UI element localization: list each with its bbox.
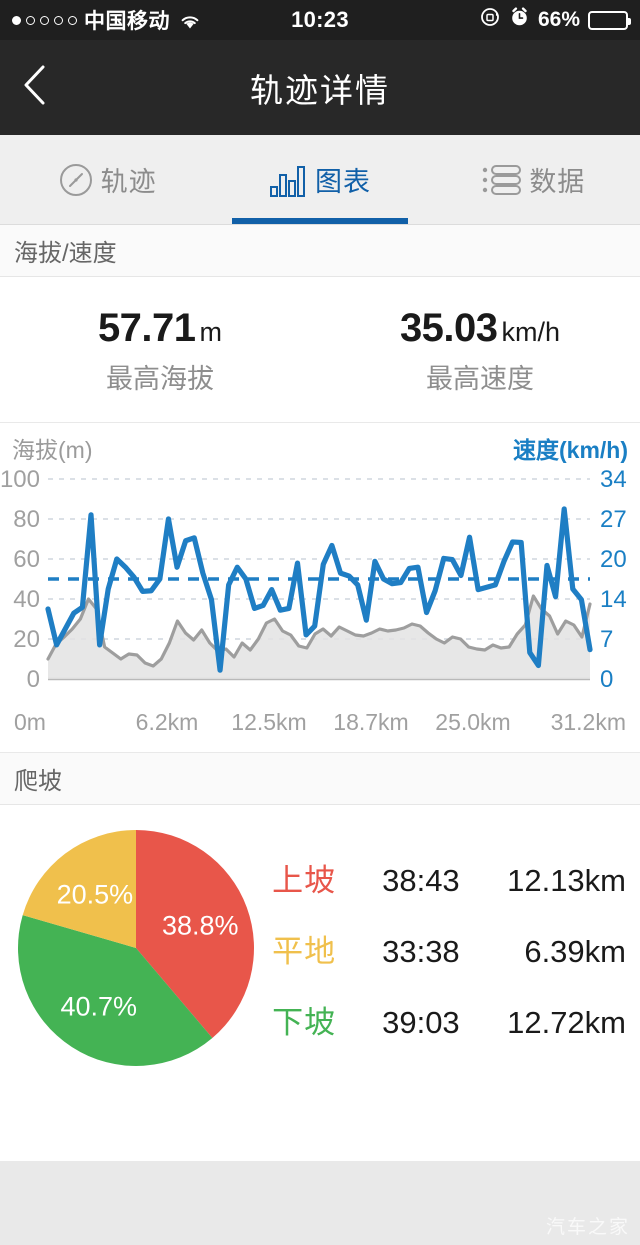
pie-label-下坡: 40.7% <box>61 991 138 1021</box>
carrier-name: 中国移动 <box>84 10 170 33</box>
climb-body: 38.8% 40.7% 20.5% 上坡 38:43 12.13km 平地 33:3… <box>0 805 640 1099</box>
legend-label-downhill: 下坡 <box>272 1004 337 1040</box>
battery-percent: 66% <box>537 8 580 31</box>
summary-stats: 57.71 m 最高海拔 35.03 km/h 最高速度 <box>0 277 640 423</box>
climb-legend: 上坡 38:43 12.13km 平地 33:38 6.39km 下坡 39:0… <box>272 829 640 1068</box>
x-tick-0: 0m <box>14 709 46 735</box>
bottom-bar: 汽车之家 <box>0 1161 640 1245</box>
axis-left-title: 海拔(m) <box>12 437 93 463</box>
x-tick-2: 12.5km <box>231 709 307 735</box>
status-bar-time: 10:23 <box>291 7 349 32</box>
back-button[interactable] <box>0 40 70 135</box>
legend-row-downhill: 下坡 39:03 12.72km <box>272 997 632 1042</box>
tab-track[interactable]: 轨迹 <box>0 135 213 224</box>
stat-max-speed-label: 最高速度 <box>426 364 534 394</box>
status-bar: 中国移动 10:23 66% <box>0 0 640 40</box>
alarm-clock-icon <box>509 6 530 34</box>
legend-time-uphill: 38:43 <box>382 862 460 898</box>
stat-max-altitude-value: 57.71 <box>97 306 196 350</box>
chart-x-axis-labels: 0m 6.2km 12.5km 18.7km 25.0km 31.2km <box>0 707 640 746</box>
axis-right-title: 速度(km/h) <box>513 437 628 463</box>
section-header-climb: 爬坡 <box>0 753 640 805</box>
pie-slice-下坡[interactable] <box>18 915 213 1066</box>
signal-dot-3 <box>40 15 49 25</box>
stat-max-altitude: 57.71 m 最高海拔 <box>0 307 320 396</box>
rotation-lock-icon <box>479 6 501 34</box>
stat-max-altitude-value-row: 57.71 m <box>0 307 320 349</box>
svg-text:40: 40 <box>13 586 40 613</box>
x-tick-5: 31.2km <box>550 709 626 735</box>
tab-active-indicator <box>231 218 408 224</box>
watermark: 汽车之家 <box>545 1217 630 1238</box>
signal-dot-5 <box>68 15 77 25</box>
stat-max-speed-value-row: 35.03 km/h <box>320 307 640 349</box>
tab-data[interactable]: 数据 <box>427 135 640 224</box>
pie-slice-平地[interactable] <box>22 830 137 948</box>
tab-bar: 轨迹 图表 数据 <box>0 135 640 225</box>
legend-label-flat: 平地 <box>272 933 337 969</box>
stat-max-speed: 35.03 km/h 最高速度 <box>320 307 640 396</box>
bar-chart-icon <box>269 163 309 197</box>
battery-icon <box>588 10 631 30</box>
signal-dot-1 <box>12 15 21 25</box>
footer-spacer <box>0 1099 640 1161</box>
svg-text:80: 80 <box>13 506 40 533</box>
status-bar-right: 66% <box>479 6 631 34</box>
list-icon <box>481 163 523 197</box>
svg-text:14: 14 <box>600 586 627 613</box>
svg-text:100: 100 <box>0 467 40 493</box>
stat-max-speed-value: 35.03 <box>399 306 498 350</box>
svg-text:0: 0 <box>600 666 613 693</box>
line-chart[interactable]: 0 0 20 7 40 14 60 20 80 27 100 34 <box>0 467 640 707</box>
section-header-altitude-speed: 海拔/速度 <box>0 225 640 277</box>
chart-axis-titles: 海拔(m) 速度(km/h) <box>0 431 640 467</box>
x-tick-4: 25.0km <box>435 709 511 735</box>
stat-max-altitude-unit: m <box>199 317 223 347</box>
legend-distance-downhill: 12.72km <box>507 1004 626 1040</box>
signal-dot-2 <box>26 15 35 25</box>
tab-data-label: 数据 <box>529 167 586 197</box>
legend-distance-flat: 6.39km <box>524 933 626 969</box>
pie-label-平地: 20.5% <box>57 879 134 909</box>
x-tick-3: 18.7km <box>333 709 409 735</box>
nav-bar: 轨迹详情 <box>0 40 640 135</box>
svg-text:20: 20 <box>600 546 627 573</box>
signal-dot-4 <box>54 15 63 25</box>
pie-chart-wrapper: 38.8% 40.7% 20.5% <box>0 823 272 1073</box>
pie-slice-上坡[interactable] <box>136 830 255 1038</box>
svg-text:60: 60 <box>13 546 40 573</box>
pie-label-上坡: 38.8% <box>162 910 239 940</box>
legend-time-flat: 33:38 <box>382 933 460 969</box>
status-bar-left: 中国移动 <box>12 5 201 35</box>
svg-text:34: 34 <box>600 467 627 493</box>
svg-text:27: 27 <box>600 506 627 533</box>
wifi-icon <box>179 12 201 29</box>
svg-text:7: 7 <box>600 626 613 653</box>
tab-chart[interactable]: 图表 <box>213 135 426 224</box>
legend-distance-uphill: 12.13km <box>507 862 626 898</box>
legend-label-uphill: 上坡 <box>272 862 337 898</box>
tab-chart-label: 图表 <box>314 167 371 197</box>
stat-max-speed-unit: km/h <box>501 317 561 347</box>
x-tick-1: 6.2km <box>135 709 199 735</box>
pie-chart[interactable]: 38.8% 40.7% 20.5% <box>11 823 261 1073</box>
legend-time-downhill: 39:03 <box>382 1004 460 1040</box>
compass-icon <box>57 161 95 199</box>
page-title: 轨迹详情 <box>250 71 390 109</box>
altitude-speed-chart-block: 海拔(m) 速度(km/h) 0 0 20 7 40 14 60 20 80 27 100 34 0m… <box>0 423 640 753</box>
chevron-left-icon <box>22 64 48 111</box>
tab-track-label: 轨迹 <box>100 167 157 197</box>
svg-text:20: 20 <box>13 626 40 653</box>
stat-max-altitude-label: 最高海拔 <box>106 364 214 394</box>
signal-strength-dots <box>12 15 77 25</box>
svg-text:0: 0 <box>27 666 40 693</box>
legend-row-uphill: 上坡 38:43 12.13km <box>272 855 632 900</box>
legend-row-flat: 平地 33:38 6.39km <box>272 926 632 971</box>
